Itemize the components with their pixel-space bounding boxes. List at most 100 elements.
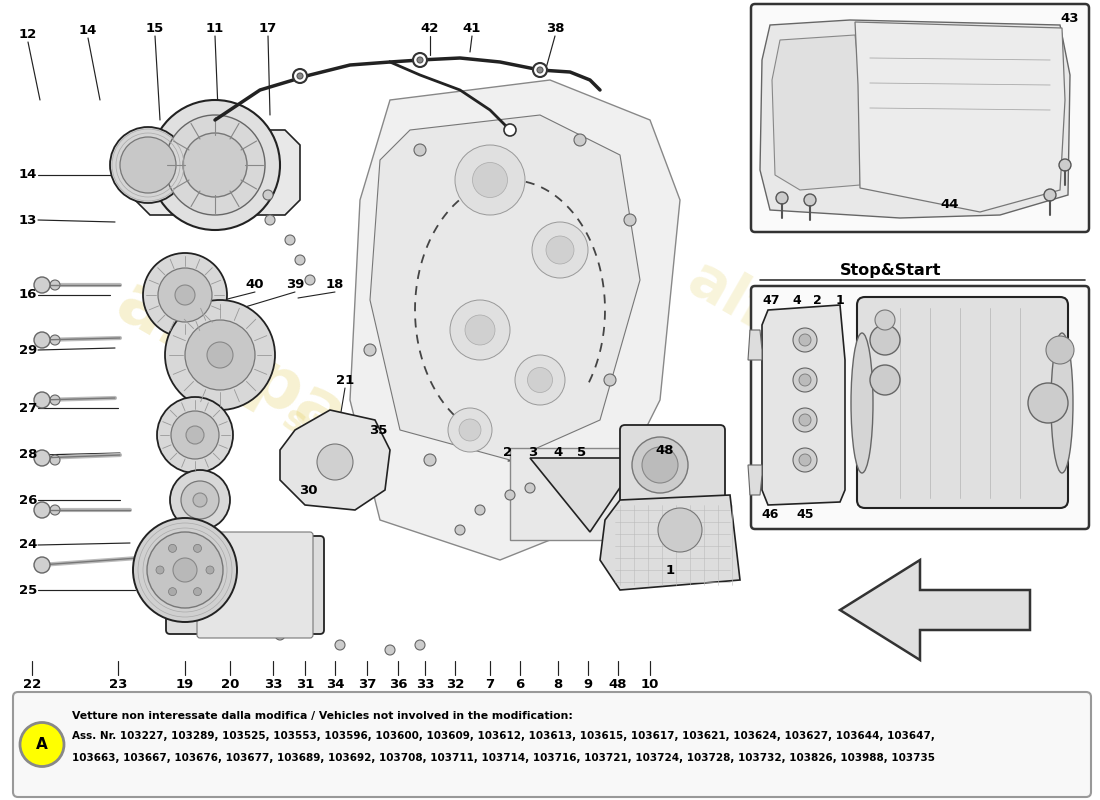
- Text: 14: 14: [19, 169, 37, 182]
- Text: 46: 46: [761, 509, 779, 522]
- Text: 37: 37: [358, 678, 376, 691]
- FancyBboxPatch shape: [620, 425, 725, 505]
- Circle shape: [385, 645, 395, 655]
- Circle shape: [34, 332, 50, 348]
- Circle shape: [173, 558, 197, 582]
- Circle shape: [50, 335, 60, 345]
- Circle shape: [165, 300, 275, 410]
- Text: 1: 1: [836, 294, 845, 306]
- Text: since 1985: since 1985: [783, 371, 957, 489]
- Circle shape: [133, 518, 236, 622]
- Circle shape: [455, 525, 465, 535]
- Circle shape: [34, 392, 50, 408]
- Circle shape: [537, 67, 543, 73]
- Text: 35: 35: [368, 423, 387, 437]
- Text: 25: 25: [19, 583, 37, 597]
- Circle shape: [515, 355, 565, 405]
- Circle shape: [1044, 189, 1056, 201]
- Text: 14: 14: [79, 23, 97, 37]
- Text: Vetture non interessate dalla modifica / Vehicles not involved in the modificati: Vetture non interessate dalla modifica /…: [72, 711, 573, 721]
- Text: 43: 43: [1060, 11, 1079, 25]
- Text: 15: 15: [146, 22, 164, 34]
- Circle shape: [110, 127, 186, 203]
- Polygon shape: [510, 448, 650, 540]
- Circle shape: [459, 419, 481, 441]
- Text: 27: 27: [19, 402, 37, 414]
- Text: 7: 7: [485, 678, 495, 691]
- Circle shape: [793, 408, 817, 432]
- Circle shape: [364, 344, 376, 356]
- Circle shape: [194, 544, 201, 552]
- Polygon shape: [772, 35, 860, 190]
- Circle shape: [194, 588, 201, 596]
- Polygon shape: [760, 20, 1070, 218]
- Text: 30: 30: [299, 483, 317, 497]
- Text: 39: 39: [286, 278, 305, 291]
- Circle shape: [415, 640, 425, 650]
- Text: 32: 32: [446, 678, 464, 691]
- FancyBboxPatch shape: [197, 532, 314, 638]
- Circle shape: [156, 566, 164, 574]
- Text: 29: 29: [19, 343, 37, 357]
- Circle shape: [50, 505, 60, 515]
- Circle shape: [185, 320, 255, 390]
- Circle shape: [793, 448, 817, 472]
- Text: 16: 16: [19, 289, 37, 302]
- Polygon shape: [748, 330, 762, 360]
- Circle shape: [34, 277, 50, 293]
- Circle shape: [465, 315, 495, 345]
- Circle shape: [50, 280, 60, 290]
- Circle shape: [546, 236, 574, 264]
- Circle shape: [297, 73, 302, 79]
- Text: 1: 1: [666, 563, 674, 577]
- Circle shape: [293, 69, 307, 83]
- Circle shape: [799, 374, 811, 386]
- Circle shape: [414, 144, 426, 156]
- Polygon shape: [135, 130, 300, 215]
- Circle shape: [534, 63, 547, 77]
- Text: 21: 21: [336, 374, 354, 386]
- Text: 10: 10: [641, 678, 659, 691]
- Text: 17: 17: [258, 22, 277, 34]
- Circle shape: [1059, 159, 1071, 171]
- Text: 48: 48: [608, 678, 627, 691]
- Text: 40: 40: [245, 278, 264, 291]
- Text: Ass. Nr. 103227, 103289, 103525, 103553, 103596, 103600, 103609, 103612, 103613,: Ass. Nr. 103227, 103289, 103525, 103553,…: [72, 731, 935, 741]
- Circle shape: [20, 722, 64, 766]
- Circle shape: [776, 192, 788, 204]
- Text: A: A: [36, 737, 48, 752]
- Circle shape: [165, 115, 265, 215]
- Circle shape: [448, 408, 492, 452]
- Circle shape: [874, 310, 895, 330]
- Circle shape: [793, 368, 817, 392]
- Text: 34: 34: [326, 678, 344, 691]
- Text: 42: 42: [421, 22, 439, 34]
- Circle shape: [528, 367, 552, 393]
- Circle shape: [1028, 383, 1068, 423]
- Circle shape: [525, 483, 535, 493]
- Circle shape: [120, 137, 176, 193]
- Circle shape: [336, 640, 345, 650]
- Polygon shape: [600, 495, 740, 590]
- Circle shape: [150, 100, 280, 230]
- Circle shape: [624, 214, 636, 226]
- Circle shape: [455, 145, 525, 215]
- Circle shape: [183, 133, 248, 197]
- Text: 2: 2: [813, 294, 822, 306]
- Circle shape: [532, 222, 588, 278]
- Polygon shape: [350, 80, 680, 560]
- Polygon shape: [530, 458, 640, 532]
- Text: Stop&Start: Stop&Start: [840, 263, 942, 278]
- Polygon shape: [748, 465, 762, 495]
- Text: since 1985: since 1985: [277, 401, 483, 539]
- Circle shape: [424, 454, 436, 466]
- FancyBboxPatch shape: [751, 4, 1089, 232]
- Circle shape: [50, 455, 60, 465]
- Circle shape: [186, 426, 204, 444]
- Text: 19: 19: [176, 678, 194, 691]
- Text: 33: 33: [264, 678, 283, 691]
- Text: 12: 12: [19, 29, 37, 42]
- Text: 5: 5: [578, 446, 586, 459]
- Circle shape: [295, 255, 305, 265]
- Circle shape: [475, 505, 485, 515]
